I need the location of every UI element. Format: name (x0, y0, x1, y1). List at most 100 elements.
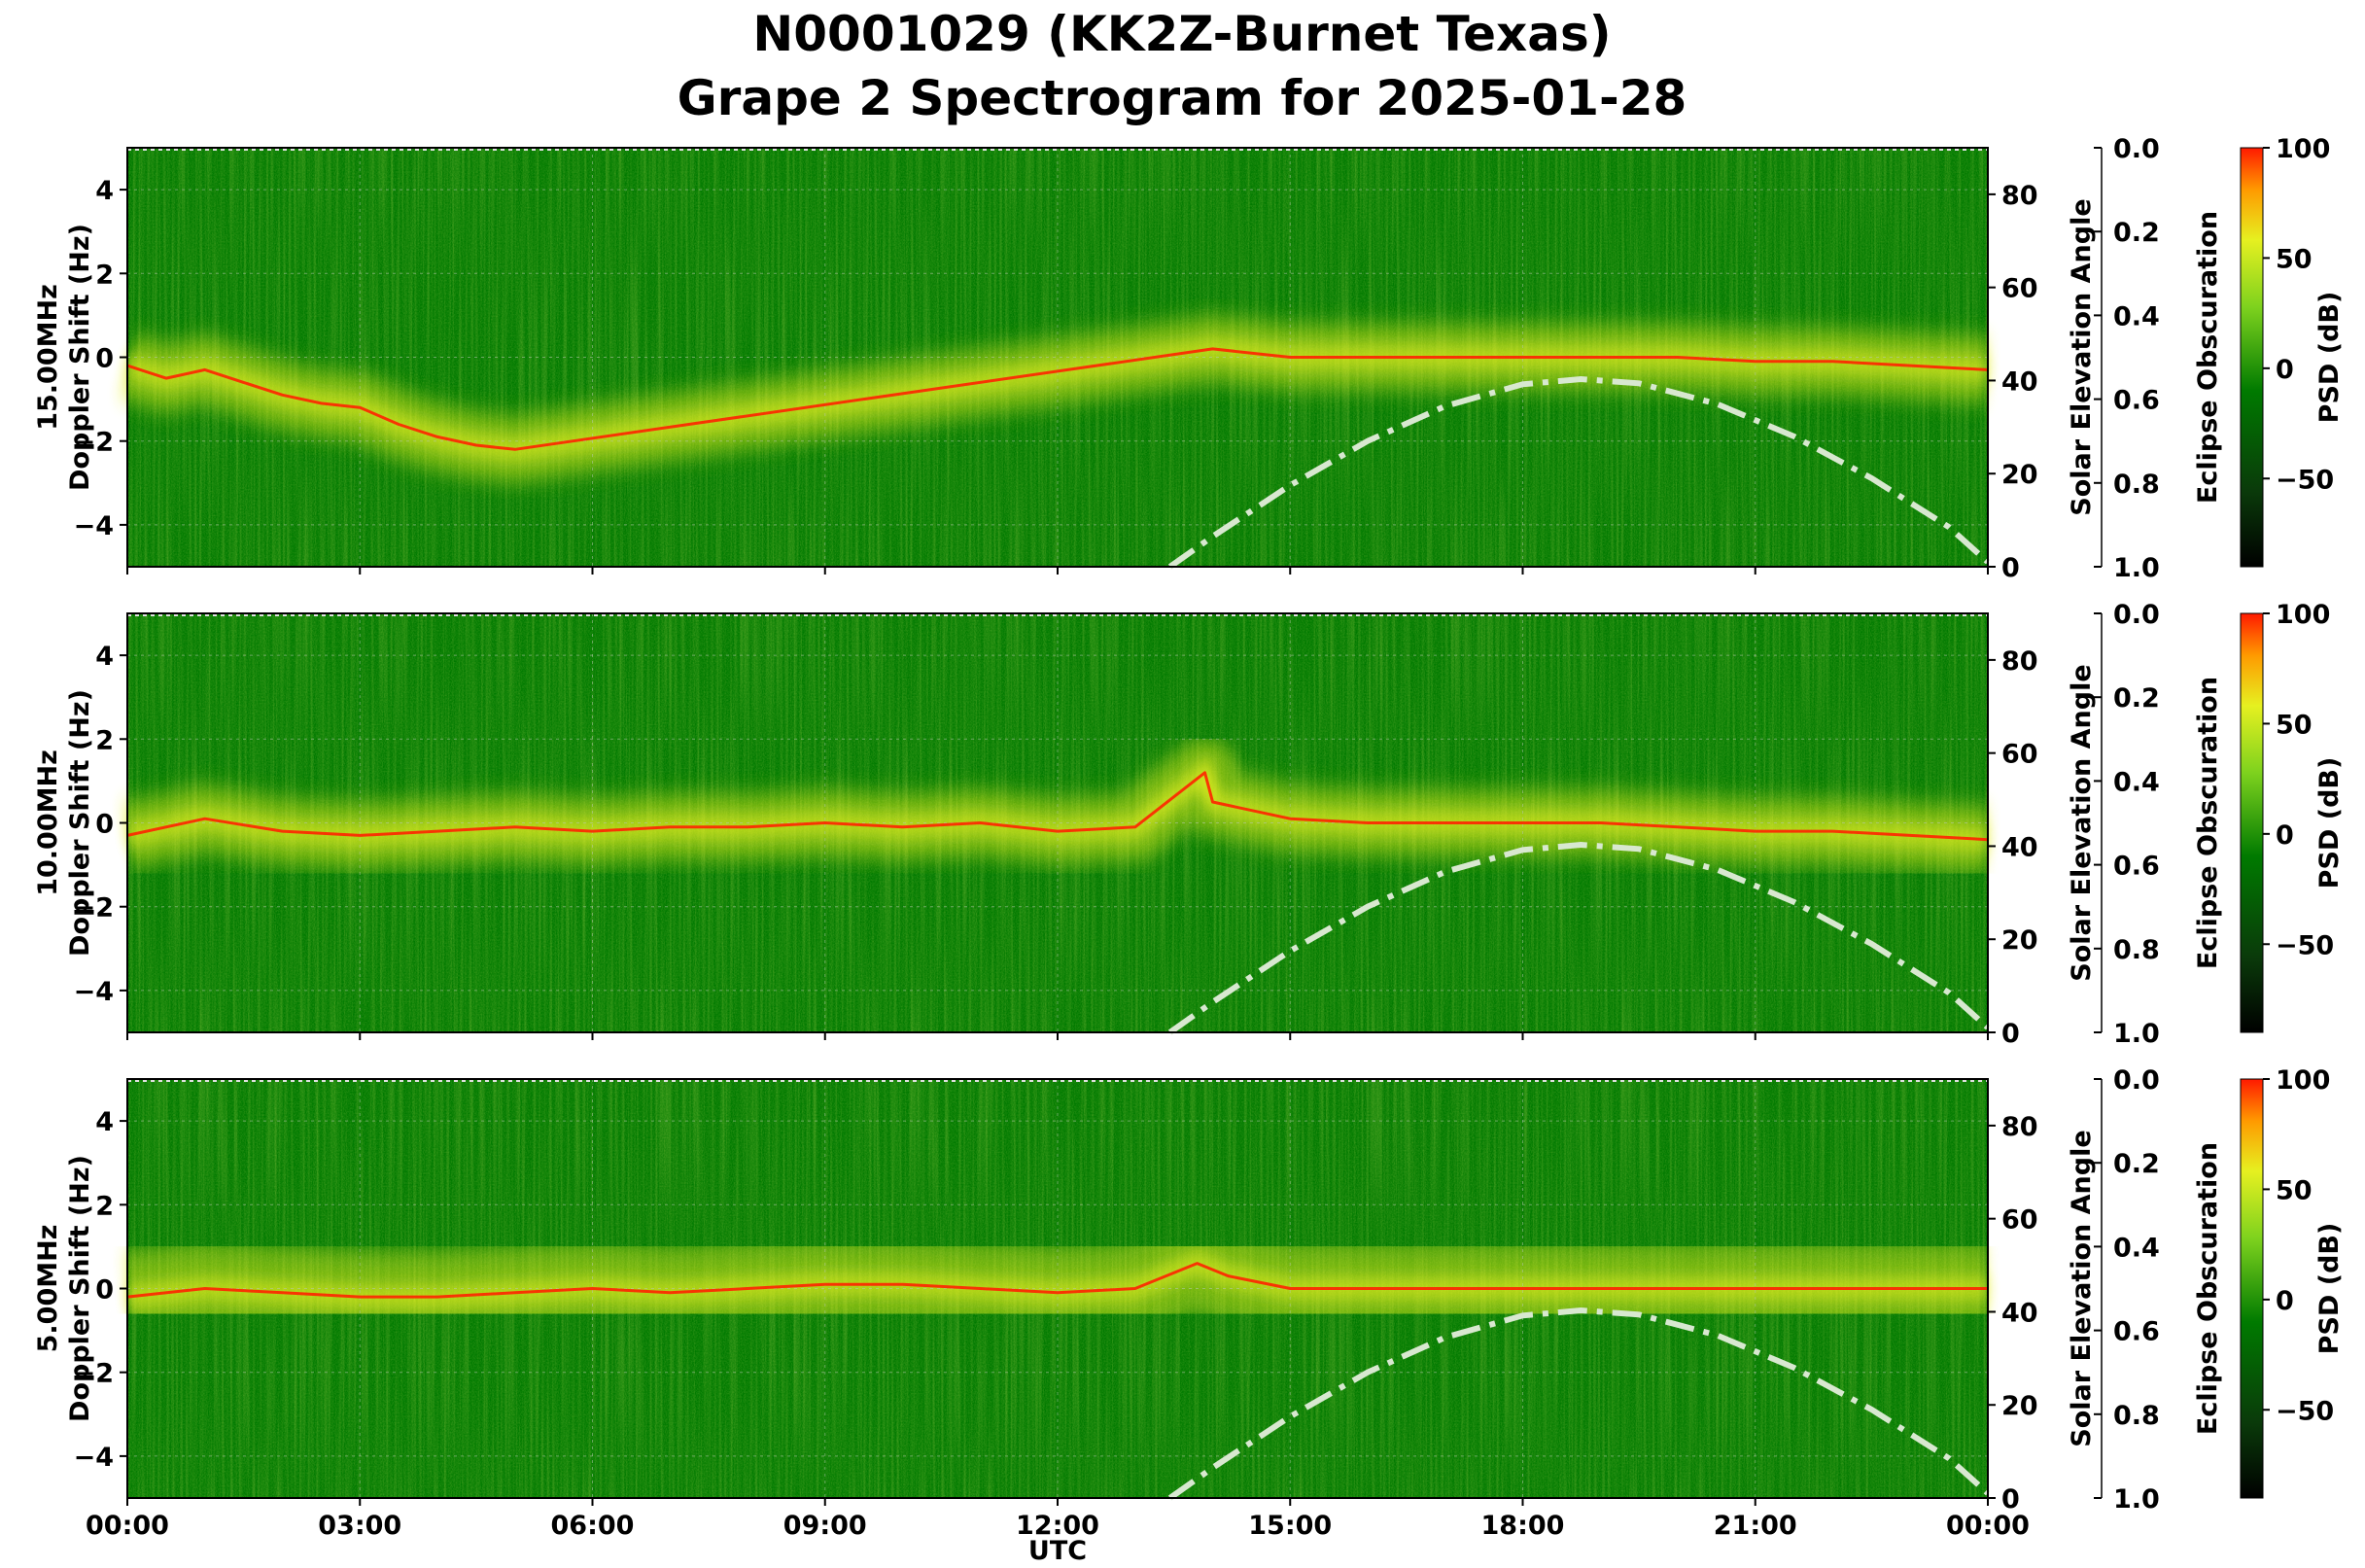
eclipse-axis-label: Eclipse Obscuration (2193, 677, 2223, 969)
panel-0: 420−2−415.00MHzDoppler Shift (Hz)8060402… (33, 134, 2345, 583)
eclipse-tick-label: 0.8 (2113, 470, 2160, 500)
elevation-tick-label: 80 (2001, 181, 2038, 211)
eclipse-tick-label: 0.2 (2113, 218, 2160, 248)
x-tick-label: 21:00 (1714, 1511, 1797, 1541)
solar-elevation-curve (1167, 375, 1991, 570)
doppler-tick-label: −4 (74, 977, 114, 1007)
elevation-tick-label: 0 (2001, 1019, 2020, 1049)
doppler-ylabel: Doppler Shift (Hz) (65, 1155, 95, 1422)
doppler-tick-label: −4 (74, 1443, 114, 1473)
elevation-axis-label: Solar Elevation Angle (2067, 198, 2097, 515)
colorbar-label: PSD (dB) (2314, 757, 2345, 889)
eclipse-tick-label: 0.4 (2113, 767, 2160, 797)
elevation-tick-label: 40 (2001, 366, 2038, 397)
colorbar-tick-label: 50 (2276, 244, 2313, 274)
chart-title-line-1: N0001029 (KK2Z-Burnet Texas) (752, 6, 1611, 62)
doppler-tick-label: 0 (95, 810, 114, 840)
doppler-tick-label: 4 (95, 176, 114, 206)
eclipse-tick-label: 0.6 (2113, 1317, 2160, 1347)
colorbar-tick-label: −50 (2276, 465, 2334, 495)
x-tick-label: 00:00 (86, 1511, 169, 1541)
eclipse-tick-label: 0.2 (2113, 1149, 2160, 1179)
x-tick-label: 09:00 (783, 1511, 867, 1541)
colorbar-tick-label: 0 (2276, 355, 2294, 385)
eclipse-tick-label: 0.8 (2113, 1401, 2160, 1431)
colorbar (2240, 1078, 2264, 1499)
doppler-tick-label: 2 (95, 725, 114, 755)
elevation-tick-label: 80 (2001, 646, 2038, 677)
eclipse-tick-label: 0.2 (2113, 683, 2160, 714)
eclipse-tick-label: 1.0 (2113, 1019, 2160, 1049)
spectrogram-panels: 420−2−415.00MHzDoppler Shift (Hz)8060402… (33, 134, 2345, 1541)
colorbar (2240, 612, 2264, 1033)
doppler-tick-label: −2 (74, 893, 114, 923)
colorbar (2240, 147, 2264, 568)
solar-elevation-curve (1167, 1307, 1991, 1501)
frequency-label: 5.00MHz (33, 1225, 63, 1353)
doppler-axis-label: 10.00MHzDoppler Shift (Hz) (33, 689, 95, 957)
doppler-trace (126, 1262, 1988, 1299)
elevation-tick-label: 0 (2001, 553, 2020, 583)
eclipse-tick-label: 0.8 (2113, 935, 2160, 965)
eclipse-axis-label: Eclipse Obscuration (2193, 1142, 2223, 1435)
eclipse-tick-label: 0.0 (2113, 1065, 2160, 1096)
elevation-tick-label: 40 (2001, 1298, 2038, 1328)
doppler-tick-label: −2 (74, 428, 114, 458)
eclipse-tick-label: 1.0 (2113, 553, 2160, 583)
frequency-label: 10.00MHz (33, 749, 63, 896)
elevation-tick-label: 20 (2001, 925, 2038, 956)
solar-elevation-curve (1167, 841, 1991, 1035)
x-tick-label: 03:00 (318, 1511, 401, 1541)
doppler-trace (126, 771, 1989, 842)
elevation-tick-label: 80 (2001, 1112, 2038, 1142)
eclipse-tick-label: 0.0 (2113, 134, 2160, 164)
eclipse-tick-label: 0.4 (2113, 1233, 2160, 1263)
x-axis-label: UTC (1028, 1536, 1087, 1566)
colorbar-label: PSD (dB) (2314, 1223, 2345, 1355)
colorbar-tick-label: 0 (2276, 1286, 2294, 1316)
colorbar-tick-label: −50 (2276, 1396, 2334, 1426)
eclipse-tick-label: 0.0 (2113, 600, 2160, 630)
colorbar-tick-label: −50 (2276, 930, 2334, 960)
eclipse-tick-label: 0.6 (2113, 386, 2160, 416)
elevation-tick-label: 40 (2001, 832, 2038, 862)
doppler-tick-label: 4 (95, 642, 114, 672)
colorbar-tick-label: 100 (2276, 600, 2330, 630)
eclipse-tick-label: 0.4 (2113, 301, 2160, 331)
x-tick-label: 12:00 (1016, 1511, 1099, 1541)
x-tick-label: 15:00 (1248, 1511, 1332, 1541)
doppler-axis-label: 15.00MHzDoppler Shift (Hz) (33, 224, 95, 491)
colorbar-tick-label: 0 (2276, 820, 2294, 851)
elevation-tick-label: 60 (2001, 1205, 2038, 1236)
doppler-tick-label: −2 (74, 1359, 114, 1389)
frequency-label: 15.00MHz (33, 284, 63, 431)
eclipse-axis-label: Eclipse Obscuration (2193, 211, 2223, 504)
colorbar-tick-label: 50 (2276, 1175, 2313, 1205)
x-tick-label: 06:00 (551, 1511, 635, 1541)
doppler-axis-label: 5.00MHzDoppler Shift (Hz) (33, 1155, 95, 1422)
doppler-tick-label: 2 (95, 260, 114, 290)
doppler-tick-label: 0 (95, 344, 114, 374)
doppler-tick-label: −4 (74, 511, 114, 541)
x-tick-label: 18:00 (1481, 1511, 1565, 1541)
doppler-ylabel: Doppler Shift (Hz) (65, 224, 95, 491)
doppler-ylabel: Doppler Shift (Hz) (65, 689, 95, 957)
x-tick-label: 00:00 (1946, 1511, 2030, 1541)
colorbar-tick-label: 100 (2276, 134, 2330, 164)
elevation-tick-label: 20 (2001, 460, 2038, 490)
eclipse-tick-label: 0.6 (2113, 852, 2160, 882)
doppler-tick-label: 0 (95, 1275, 114, 1306)
elevation-axis-label: Solar Elevation Angle (2067, 1130, 2097, 1446)
doppler-tick-label: 4 (95, 1107, 114, 1137)
eclipse-tick-label: 1.0 (2113, 1484, 2160, 1515)
colorbar-tick-label: 50 (2276, 710, 2313, 740)
elevation-tick-label: 60 (2001, 740, 2038, 770)
colorbar-label: PSD (dB) (2314, 292, 2345, 424)
chart-title-line-2: Grape 2 Spectrogram for 2025-01-28 (678, 70, 1687, 126)
doppler-trace (126, 347, 1989, 451)
colorbar-tick-label: 100 (2276, 1065, 2330, 1096)
elevation-axis-label: Solar Elevation Angle (2067, 664, 2097, 981)
elevation-tick-label: 0 (2001, 1484, 2020, 1515)
elevation-tick-label: 20 (2001, 1391, 2038, 1421)
